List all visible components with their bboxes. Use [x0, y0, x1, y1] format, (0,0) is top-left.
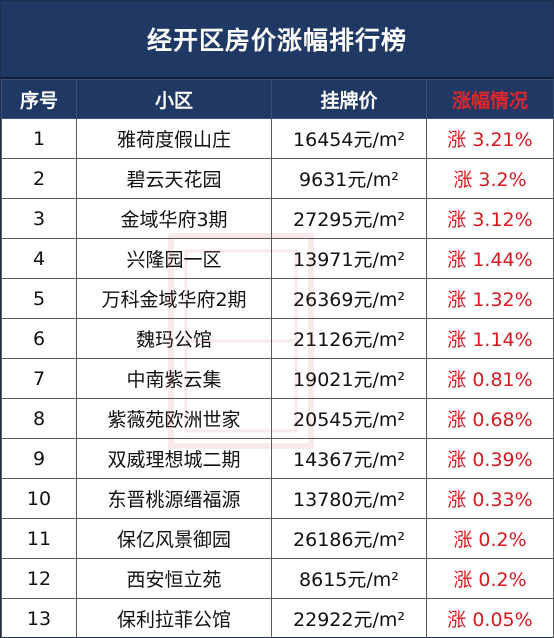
cell-rank: 7	[1, 358, 77, 399]
table-row: 1 雅荷度假山庄 16454元/m² 涨 3.21%	[1, 118, 554, 159]
cell-price: 9631元/m²	[271, 158, 427, 199]
cell-price: 26369元/m²	[271, 278, 427, 319]
cell-change: 涨 0.68%	[426, 398, 554, 439]
table-row: 4 兴隆园一区 13971元/m² 涨 1.44%	[1, 238, 554, 279]
cell-rank: 8	[1, 398, 77, 439]
cell-change: 涨 1.14%	[426, 318, 554, 359]
header-change: 涨幅情况	[426, 79, 554, 119]
cell-community: 保利拉菲公馆	[76, 598, 272, 638]
cell-rank: 13	[1, 598, 77, 638]
cell-change: 涨 1.32%	[426, 278, 554, 319]
table-row: 7 中南紫云集 19021元/m² 涨 0.81%	[1, 358, 554, 399]
cell-change: 涨 0.81%	[426, 358, 554, 399]
cell-rank: 2	[1, 158, 77, 199]
header-rank: 序号	[1, 79, 77, 119]
cell-community: 中南紫云集	[76, 358, 272, 399]
cell-price: 21126元/m²	[271, 318, 427, 359]
cell-price: 26186元/m²	[271, 518, 427, 559]
cell-community: 雅荷度假山庄	[76, 118, 272, 159]
header-price: 挂牌价	[271, 79, 427, 119]
cell-change: 涨 3.21%	[426, 118, 554, 159]
cell-price: 13780元/m²	[271, 478, 427, 519]
table-row: 3 金域华府3期 27295元/m² 涨 3.12%	[1, 198, 554, 239]
header-community: 小区	[76, 79, 272, 119]
cell-rank: 11	[1, 518, 77, 559]
table-row: 11 保亿风景御园 26186元/m² 涨 0.2%	[1, 518, 554, 559]
cell-change: 涨 3.12%	[426, 198, 554, 239]
table-row: 9 双威理想城二期 14367元/m² 涨 0.39%	[1, 438, 554, 479]
table-row: 8 紫薇苑欧洲世家 20545元/m² 涨 0.68%	[1, 398, 554, 439]
cell-price: 8615元/m²	[271, 558, 427, 599]
table-row: 5 万科金域华府2期 26369元/m² 涨 1.32%	[1, 278, 554, 319]
cell-community: 西安恒立苑	[76, 558, 272, 599]
cell-community: 双威理想城二期	[76, 438, 272, 479]
cell-community: 魏玛公馆	[76, 318, 272, 359]
cell-community: 金域华府3期	[76, 198, 272, 239]
cell-community: 兴隆园一区	[76, 238, 272, 279]
cell-rank: 4	[1, 238, 77, 279]
cell-rank: 3	[1, 198, 77, 239]
table-row: 6 魏玛公馆 21126元/m² 涨 1.14%	[1, 318, 554, 359]
cell-price: 19021元/m²	[271, 358, 427, 399]
cell-price: 16454元/m²	[271, 118, 427, 159]
cell-rank: 10	[1, 478, 77, 519]
cell-community: 紫薇苑欧洲世家	[76, 398, 272, 439]
cell-community: 保亿风景御园	[76, 518, 272, 559]
cell-price: 27295元/m²	[271, 198, 427, 239]
cell-change: 涨 1.44%	[426, 238, 554, 279]
cell-price: 13971元/m²	[271, 238, 427, 279]
cell-rank: 9	[1, 438, 77, 479]
cell-rank: 6	[1, 318, 77, 359]
cell-price: 22922元/m²	[271, 598, 427, 638]
cell-change: 涨 0.33%	[426, 478, 554, 519]
cell-rank: 5	[1, 278, 77, 319]
table-header-row: 序号 小区 挂牌价 涨幅情况	[1, 79, 554, 119]
table-row: 2 碧云天花园 9631元/m² 涨 3.2%	[1, 158, 554, 199]
table-title: 经开区房价涨幅排行榜	[1, 1, 553, 79]
table-row: 10 东晋桃源缙福源 13780元/m² 涨 0.33%	[1, 478, 554, 519]
cell-price: 14367元/m²	[271, 438, 427, 479]
cell-change: 涨 3.2%	[426, 158, 554, 199]
cell-community: 碧云天花园	[76, 158, 272, 199]
cell-change: 涨 0.39%	[426, 438, 554, 479]
price-rise-table: 序号 小区 挂牌价 涨幅情况 1 雅荷度假山庄 16454元/m² 涨 3.21% 2 碧…	[1, 79, 554, 638]
table-row: 12 西安恒立苑 8615元/m² 涨 0.2%	[1, 558, 554, 599]
cell-change: 涨 0.2%	[426, 518, 554, 559]
table-row: 13 保利拉菲公馆 22922元/m² 涨 0.05%	[1, 598, 554, 638]
cell-rank: 1	[1, 118, 77, 159]
cell-change: 涨 0.2%	[426, 558, 554, 599]
cell-community: 东晋桃源缙福源	[76, 478, 272, 519]
cell-community: 万科金域华府2期	[76, 278, 272, 319]
cell-price: 20545元/m²	[271, 398, 427, 439]
cell-change: 涨 0.05%	[426, 598, 554, 638]
cell-rank: 12	[1, 558, 77, 599]
